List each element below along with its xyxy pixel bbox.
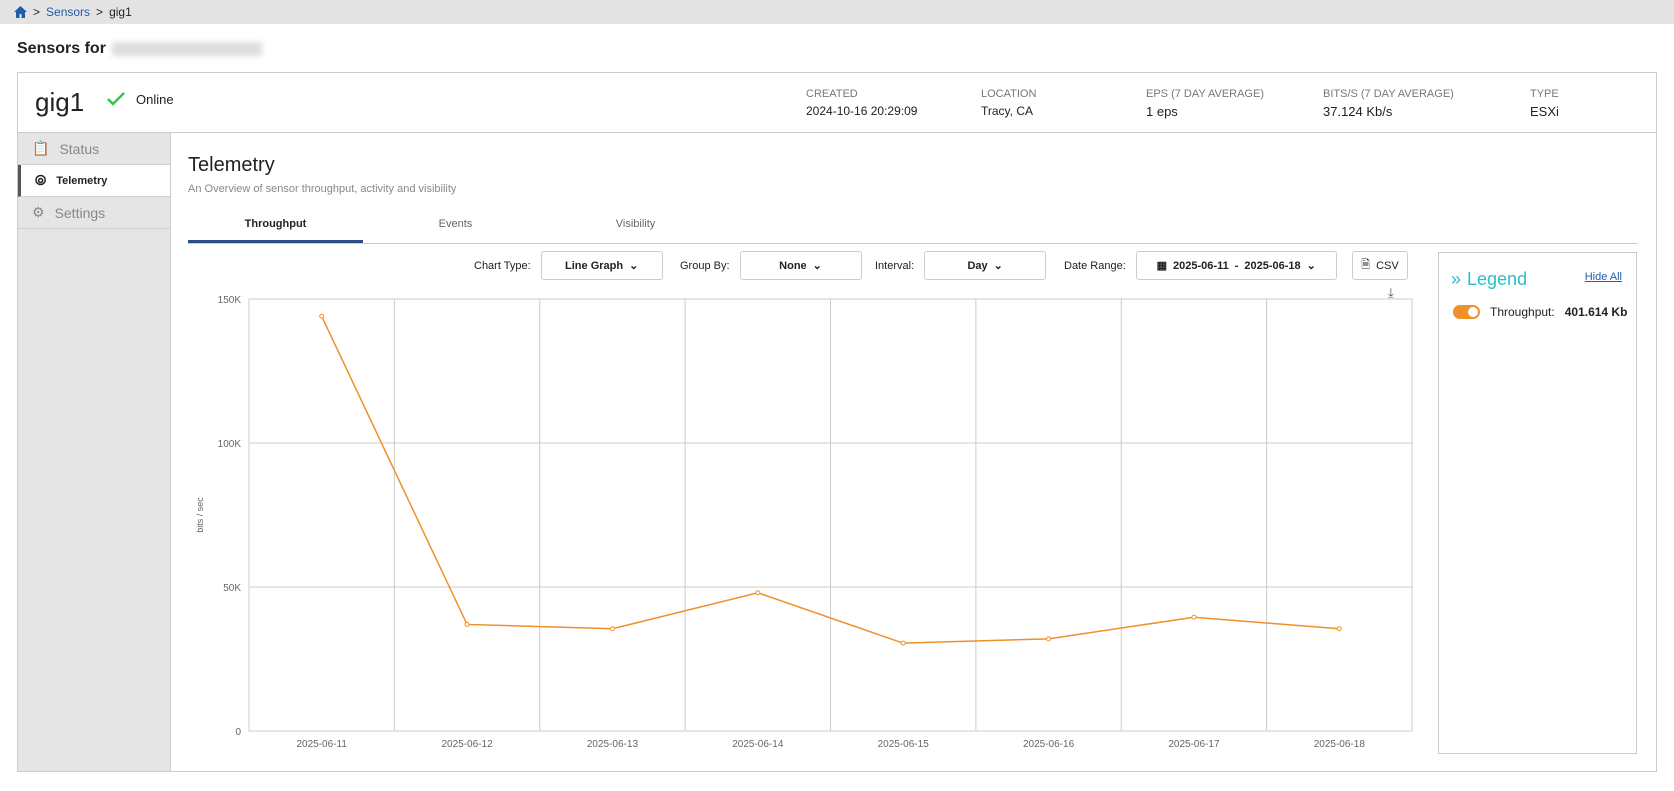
page-title: Sensors for [17,40,262,58]
legend-title: » Legend [1451,269,1528,289]
y-tick-label: 150K [218,295,242,306]
date-range-picker[interactable]: ▦ 2025-06-11-2025-06-18 ⌄ [1135,251,1337,280]
sensor-name: gig1 [35,87,85,117]
meta-location: LOCATION Tracy, CA [981,88,1037,118]
x-tick-label: 2025-06-15 [878,739,930,750]
meta-created: CREATED 2024-10-16 20:29:09 [806,88,918,118]
chevron-down-icon: ⌄ [993,260,1003,272]
interval-select[interactable]: Day ⌄ [924,251,1047,280]
meta-bits: BITS/S (7 DAY AVERAGE) 37.124 Kb/s [1323,88,1454,119]
x-tick-label: 2025-06-18 [1314,739,1366,750]
y-tick-label: 50K [223,583,241,594]
clipboard-icon: 📋 [32,140,50,156]
x-tick-label: 2025-06-17 [1168,739,1220,750]
x-tick-label: 2025-06-11 [296,739,347,750]
tab-throughput[interactable]: Throughput [188,214,363,243]
antenna-icon: ⦾ [35,172,47,188]
breadcrumb-sensors[interactable]: Sensors [46,5,91,19]
group-by-control: Group By: None ⌄ [680,251,862,280]
data-point [1336,626,1342,632]
sidebar-item-settings[interactable]: ⚙ Settings [18,197,170,229]
x-tick-label: 2025-06-13 [587,739,639,750]
x-tick-label: 2025-06-14 [732,739,784,750]
calendar-icon: ▦ [1156,260,1168,272]
sidebar-item-telemetry[interactable]: ⦾ Telemetry [18,165,170,197]
x-tick-label: 2025-06-12 [441,739,493,750]
meta-eps: EPS (7 DAY AVERAGE) 1 eps [1146,88,1264,119]
csv-button[interactable]: 🗎 CSV [1352,251,1408,280]
tabs: Throughput Events Visibility [188,214,1638,244]
group-by-select[interactable]: None ⌄ [739,251,862,280]
data-point [900,640,906,646]
interval-control: Interval: Day ⌄ [875,251,1047,280]
csv-control: 🗎 CSV [1352,251,1408,280]
legend-item: Throughput: 401.614 Kb [1453,305,1627,319]
sensor-header: gig1 Online CREATED 2024-10-16 20:29:09 L… [18,73,1656,133]
data-point [319,313,325,319]
chart-type-select[interactable]: Line Graph ⌄ [540,251,663,280]
y-axis-label: bits / sec [195,497,205,533]
breadcrumb-current: gig1 [109,5,132,19]
sidebar-item-status[interactable]: 📋 Status [18,133,170,165]
y-tick-label: 100K [218,439,242,450]
section-title: Telemetry [188,154,275,176]
double-chevron-icon: » [1451,269,1462,289]
breadcrumb-sep: > [96,5,104,19]
download-icon[interactable]: ⤓ [1388,285,1394,300]
series-line [321,315,1340,644]
date-range-control: Date Range: ▦ 2025-06-11-2025-06-18 ⌄ [1064,251,1337,280]
sensor-card: gig1 Online CREATED 2024-10-16 20:29:09 L… [17,72,1657,772]
sidebar: 📋 Status ⦾ Telemetry ⚙ Settings [18,133,171,771]
legend-toggle[interactable] [1453,305,1480,319]
data-point [464,621,470,627]
chevron-down-icon: ⌄ [1306,260,1316,272]
redacted-name [111,42,262,56]
breadcrumb-sep: > [33,5,41,19]
tab-events[interactable]: Events [438,218,473,230]
status-badge: Online [106,91,174,107]
status-text: Online [136,91,174,107]
file-download-icon: 🗎 [1361,259,1371,271]
data-point [609,626,615,632]
data-point [1046,636,1052,642]
breadcrumb: > Sensors > gig1 [0,0,1674,24]
home-icon[interactable] [14,6,27,18]
section-subtitle: An Overview of sensor throughput, activi… [188,183,457,195]
data-point [1191,614,1197,620]
x-tick-label: 2025-06-16 [1023,739,1075,750]
chart-type-control: Chart Type: Line Graph ⌄ [474,251,663,280]
meta-type: TYPE ESXi [1530,88,1559,119]
check-icon [107,92,125,106]
y-tick-label: 0 [235,727,241,738]
chevron-down-icon: ⌄ [629,260,639,272]
page-title-text: Sensors for [17,40,106,57]
gear-icon: ⚙ [32,204,45,220]
tab-visibility[interactable]: Visibility [615,218,656,230]
legend-panel: » Legend Hide All Throughput: 401.614 Kb [1438,252,1637,754]
chevron-down-icon: ⌄ [812,260,822,272]
data-point [755,590,761,596]
throughput-chart: 0 50K 100K 150K 2025-06-11 2025-06-12 2025-06-… [195,295,1413,750]
hide-all-link[interactable]: Hide All [1584,271,1622,283]
